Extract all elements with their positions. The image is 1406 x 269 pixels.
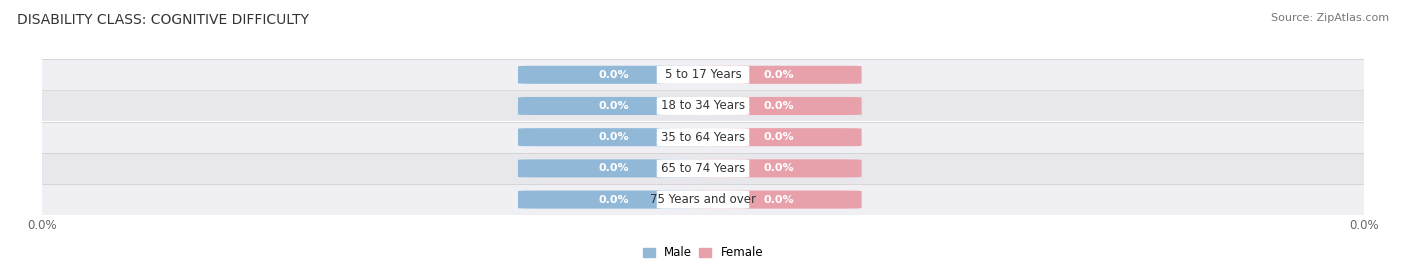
Text: 0.0%: 0.0% [599,194,628,205]
Text: 75 Years and over: 75 Years and over [650,193,756,206]
Legend: Male, Female: Male, Female [643,246,763,259]
FancyBboxPatch shape [517,190,710,209]
FancyBboxPatch shape [517,128,710,146]
Text: Source: ZipAtlas.com: Source: ZipAtlas.com [1271,13,1389,23]
Text: 0.0%: 0.0% [763,70,794,80]
FancyBboxPatch shape [696,66,862,84]
Text: 0.0%: 0.0% [763,132,794,142]
FancyBboxPatch shape [42,153,1364,184]
Text: 0.0%: 0.0% [599,70,628,80]
FancyBboxPatch shape [696,128,862,146]
Text: DISABILITY CLASS: COGNITIVE DIFFICULTY: DISABILITY CLASS: COGNITIVE DIFFICULTY [17,13,309,27]
FancyBboxPatch shape [696,190,862,209]
Text: 0.0%: 0.0% [599,101,628,111]
Text: 65 to 74 Years: 65 to 74 Years [661,162,745,175]
FancyBboxPatch shape [657,190,749,209]
Text: 5 to 17 Years: 5 to 17 Years [665,68,741,81]
FancyBboxPatch shape [657,128,749,146]
FancyBboxPatch shape [517,159,710,178]
Text: 0.0%: 0.0% [599,163,628,174]
FancyBboxPatch shape [657,159,749,178]
Text: 0.0%: 0.0% [763,163,794,174]
Text: 35 to 64 Years: 35 to 64 Years [661,131,745,144]
FancyBboxPatch shape [42,184,1364,215]
FancyBboxPatch shape [517,66,710,84]
FancyBboxPatch shape [42,59,1364,90]
FancyBboxPatch shape [696,97,862,115]
FancyBboxPatch shape [42,91,1364,121]
Text: 0.0%: 0.0% [763,194,794,205]
FancyBboxPatch shape [657,97,749,115]
FancyBboxPatch shape [657,66,749,84]
FancyBboxPatch shape [42,122,1364,153]
FancyBboxPatch shape [696,159,862,178]
Text: 18 to 34 Years: 18 to 34 Years [661,100,745,112]
FancyBboxPatch shape [517,97,710,115]
Text: 0.0%: 0.0% [599,132,628,142]
Text: 0.0%: 0.0% [763,101,794,111]
